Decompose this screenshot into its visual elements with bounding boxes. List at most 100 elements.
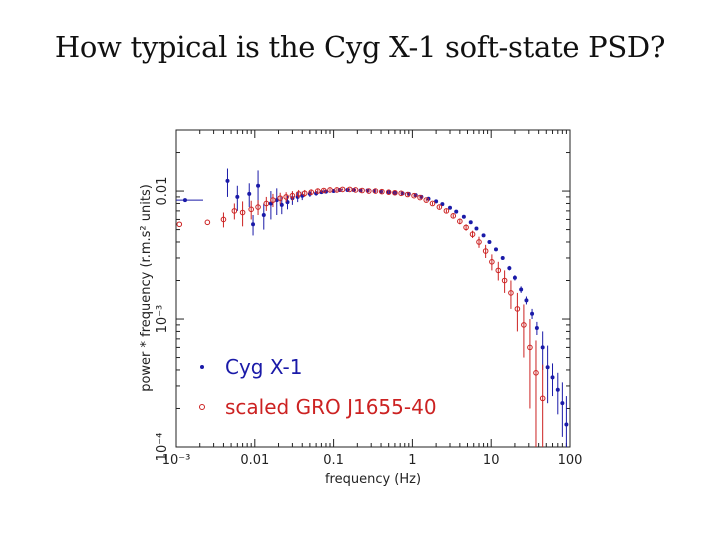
x-axis-title: frequency (Hz) xyxy=(325,472,421,487)
data-point xyxy=(487,239,492,244)
data-point xyxy=(474,226,479,231)
x-tick-label: 0.1 xyxy=(323,453,344,468)
data-point xyxy=(392,189,398,196)
x-tick-label: 10 xyxy=(483,453,500,468)
series-layer xyxy=(176,168,569,447)
data-point xyxy=(379,188,385,195)
data-point xyxy=(327,187,333,193)
data-point xyxy=(301,190,308,197)
data-point xyxy=(204,219,211,226)
data-point xyxy=(251,222,256,227)
x-tick-label: 100 xyxy=(558,453,583,468)
data-point xyxy=(527,344,533,351)
x-tick-label: 10⁻³ xyxy=(162,453,191,468)
data-point xyxy=(463,224,469,231)
plot-frame xyxy=(175,129,571,448)
data-point xyxy=(524,298,529,303)
data-point xyxy=(495,267,502,274)
data-point xyxy=(560,401,565,406)
data-point xyxy=(277,195,283,201)
data-point xyxy=(359,187,365,194)
data-point xyxy=(256,183,261,188)
data-point xyxy=(530,311,535,316)
data-point xyxy=(235,194,240,199)
data-point xyxy=(239,209,246,216)
data-point xyxy=(314,191,319,196)
data-point xyxy=(508,290,514,296)
data-point xyxy=(521,322,527,328)
data-point xyxy=(398,190,404,197)
data-point xyxy=(519,287,524,292)
y-axis-title: power * frequency (r.m.s² units) xyxy=(139,184,154,392)
legend-marker-gro xyxy=(199,404,205,410)
y-tick-label: 0.01 xyxy=(155,177,170,206)
data-point xyxy=(289,192,296,199)
data-point xyxy=(417,194,423,201)
data-point xyxy=(512,275,517,280)
legend-marker-cyg-x1 xyxy=(200,365,204,369)
data-point xyxy=(545,365,550,370)
series-1 xyxy=(176,186,546,447)
data-point xyxy=(366,188,372,194)
data-point xyxy=(507,266,512,271)
x-tick-label: 0.01 xyxy=(240,453,269,468)
data-point xyxy=(283,194,289,200)
data-point xyxy=(270,197,276,203)
data-point xyxy=(279,202,284,207)
data-point xyxy=(489,259,495,265)
data-point xyxy=(564,422,569,427)
data-point xyxy=(443,208,450,214)
data-point xyxy=(501,277,508,284)
slide-title: How typical is the Cyg X-1 soft-state PS… xyxy=(54,30,666,64)
data-point xyxy=(434,199,439,204)
data-point xyxy=(372,188,379,194)
data-point xyxy=(539,395,546,402)
data-point xyxy=(314,188,321,194)
data-point xyxy=(248,206,254,213)
data-point xyxy=(411,192,417,199)
data-point xyxy=(308,189,315,195)
y-tick-label: 10⁻³ xyxy=(155,305,170,334)
data-point xyxy=(436,204,443,210)
data-point xyxy=(423,197,430,203)
data-point xyxy=(540,345,545,350)
data-point xyxy=(334,187,340,193)
data-point xyxy=(457,218,463,225)
data-point xyxy=(429,200,436,207)
data-point xyxy=(469,231,476,238)
data-point xyxy=(550,375,555,380)
y-axis: 10⁻⁴ 10⁻³ 0.01 xyxy=(155,129,570,461)
data-point xyxy=(346,186,353,193)
data-point xyxy=(231,208,238,214)
data-point xyxy=(352,187,359,193)
data-point xyxy=(476,239,482,245)
legend-label-cyg-x1: Cyg X-1 xyxy=(225,355,303,379)
data-point xyxy=(447,205,452,210)
data-point xyxy=(555,387,560,392)
data-point xyxy=(482,248,489,254)
data-point xyxy=(404,191,411,198)
data-point xyxy=(533,370,539,376)
x-axis: 10⁻³ 0.01 0.1 1 10 100 xyxy=(162,130,583,468)
data-point xyxy=(514,306,521,312)
data-point xyxy=(534,326,539,331)
data-point xyxy=(320,187,327,194)
data-point xyxy=(339,186,346,193)
data-point xyxy=(450,213,457,219)
legend-label-gro: scaled GRO J1655-40 xyxy=(225,395,437,419)
x-tick-label: 1 xyxy=(408,453,416,468)
data-point xyxy=(454,209,459,214)
data-point xyxy=(468,220,473,225)
data-point xyxy=(493,247,498,252)
data-point xyxy=(500,255,505,260)
data-point xyxy=(255,204,261,210)
data-point xyxy=(220,216,227,223)
data-point xyxy=(261,212,266,217)
data-point xyxy=(263,200,270,207)
data-point xyxy=(385,189,392,195)
data-point xyxy=(176,221,183,228)
data-point xyxy=(481,233,486,238)
legend: Cyg X-1 scaled GRO J1655-40 xyxy=(199,355,437,419)
data-point xyxy=(295,191,302,197)
